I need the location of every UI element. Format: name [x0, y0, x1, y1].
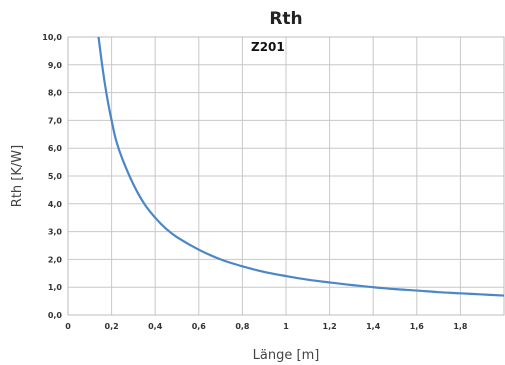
- y-tick-label: 2,0: [48, 255, 63, 264]
- x-tick-label: 0,6: [192, 322, 207, 331]
- y-tick-label: 6,0: [48, 144, 63, 153]
- x-tick-label: 0,4: [148, 322, 163, 331]
- y-tick-label: 3,0: [48, 228, 63, 237]
- x-tick-label: 1,6: [410, 322, 425, 331]
- y-tick-label: 8,0: [48, 89, 63, 98]
- x-tick-labels: 0 0,2 0,4 0,6 0,8 1 1,2 1,4 1,6 1,8: [65, 322, 468, 331]
- plot-frame: [67, 36, 505, 316]
- x-tick-label: 1,4: [366, 322, 381, 331]
- y-tick-label: 1,0: [48, 283, 63, 292]
- y-tick-label: 0,0: [48, 311, 63, 320]
- x-axis-label: Länge [m]: [253, 348, 320, 363]
- y-tick-label: 10,0: [42, 33, 62, 42]
- x-tick-label: 1: [283, 322, 289, 331]
- series-line-rth: [97, 36, 505, 297]
- x-tick-label: 1,2: [323, 322, 337, 331]
- x-tick-label: 1,8: [453, 322, 468, 331]
- y-tick-label: 7,0: [48, 116, 63, 125]
- x-tick-label: 0,8: [235, 322, 250, 331]
- x-tick-label: 0: [65, 322, 71, 331]
- y-axis-label: Rth [K/W]: [10, 145, 25, 207]
- y-tick-label: 9,0: [48, 61, 63, 70]
- chart-annotation: Z201: [251, 40, 285, 54]
- x-tick-label: 0,2: [105, 322, 119, 331]
- grid: [67, 36, 504, 316]
- y-tick-label: 5,0: [48, 172, 63, 181]
- chart-title: Rth: [269, 9, 302, 29]
- y-tick-label: 4,0: [48, 200, 63, 209]
- y-tick-labels: 0,0 1,0 2,0 3,0 4,0 5,0 6,0 7,0 8,0 9,0 10,0: [42, 33, 62, 320]
